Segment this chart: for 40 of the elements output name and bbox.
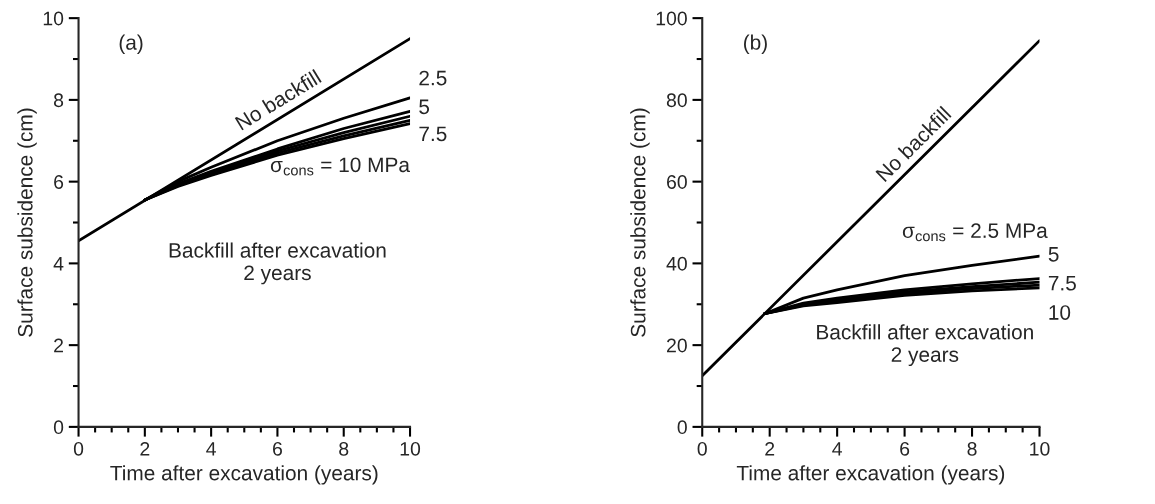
x-axis-title: Time after excavation (years)	[736, 465, 1005, 485]
annotation: Backfill after excavation 2 years	[817, 324, 1033, 367]
y-tick-label: 0	[53, 420, 64, 435]
y-tick-label: 0	[677, 420, 687, 435]
y-tick-label: 6	[54, 175, 64, 189]
y-tick-label: 20	[667, 338, 687, 353]
y-tick-label: 40	[666, 256, 687, 271]
annotation: 7.5	[419, 126, 447, 142]
text: (a)	[119, 34, 143, 54]
x-tick-label: 8	[339, 441, 349, 456]
annotation: 5	[1048, 247, 1059, 262]
y-tick-label: 60	[667, 175, 687, 189]
x-tick-label: 10	[1030, 441, 1050, 456]
annotation: 7.5	[1048, 276, 1076, 291]
annotation: 10	[1049, 305, 1071, 320]
x-tick-label: 4	[206, 442, 216, 456]
y-axis-title: Surface subsidence (cm)	[17, 108, 37, 337]
y-tick-label: 4	[53, 257, 64, 271]
x-tick-label: 6	[900, 441, 910, 456]
annotation: σ$_{cons}$ = 10 MPa	[270, 157, 410, 176]
x-tick-label: 10	[400, 441, 421, 456]
annotation: Backfill after excavation 2 years	[169, 242, 386, 285]
y-axis-title: Surface subsidence (cm)	[630, 108, 650, 337]
annotation: σ$_{cons}$ = 2.5 MPa	[902, 223, 1048, 242]
y-tick-label: 8	[53, 93, 64, 108]
x-tick-label: 2	[765, 441, 775, 456]
x-tick-label: 2	[140, 441, 150, 456]
y-tick-label: 2	[54, 338, 63, 353]
text: (b)	[744, 34, 767, 54]
annotation: 2.5	[419, 70, 447, 86]
x-tick-label: 0	[73, 441, 84, 456]
y-tick-label: 100	[656, 11, 687, 26]
y-tick-label: 80	[666, 93, 687, 108]
annotation: 5	[419, 99, 430, 115]
x-tick-label: 0	[697, 441, 707, 456]
x-tick-label: 8	[967, 441, 977, 456]
x-tick-label: 6	[273, 441, 282, 456]
x-axis-title: Time after excavation (years)	[110, 465, 378, 485]
x-tick-label: 4	[832, 442, 842, 456]
y-tick-label: 10	[43, 11, 64, 26]
